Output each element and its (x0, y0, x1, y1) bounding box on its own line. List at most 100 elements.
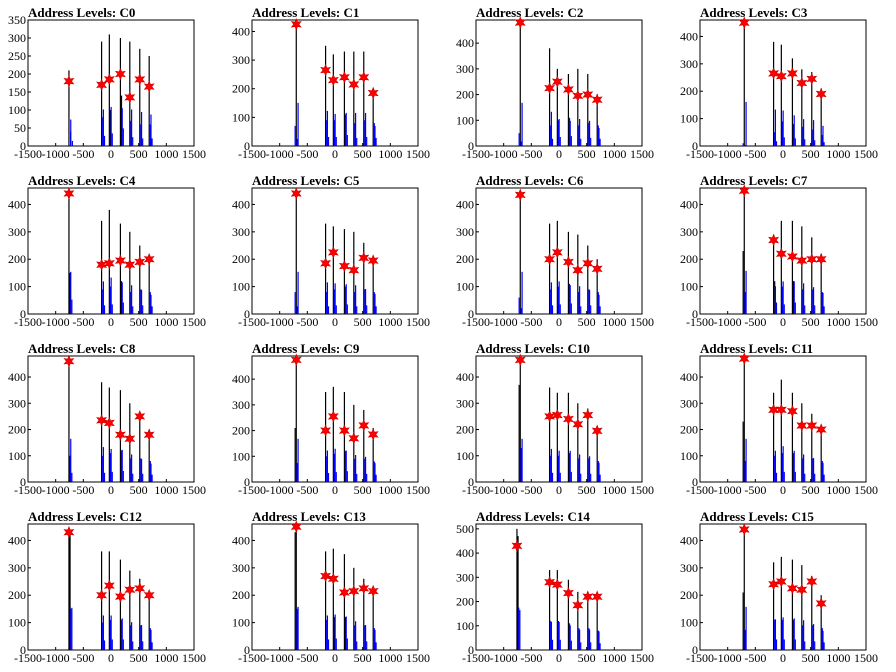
peak-marker (738, 16, 750, 30)
x-tick-label: -1500 (238, 147, 266, 161)
x-tick-label: 500 (802, 483, 820, 497)
x-tick-label: 1500 (182, 315, 206, 329)
x-tick-label: 0 (780, 483, 786, 497)
histogram-bar (374, 293, 376, 314)
histogram-bar (346, 304, 348, 314)
peak-marker (348, 263, 360, 277)
x-tick-label: -1500 (686, 147, 714, 161)
histogram-bar (822, 125, 824, 146)
histogram-bar (775, 302, 778, 314)
histogram-bar (327, 639, 330, 650)
histogram-bar (366, 136, 368, 146)
y-tick-label: 200 (680, 423, 698, 437)
y-tick-label: 100 (8, 449, 26, 463)
histogram-bar (802, 458, 804, 482)
y-tick-label: 100 (456, 449, 474, 463)
histogram-bar (326, 292, 328, 314)
histogram-bar (780, 44, 782, 146)
y-tick-label: 100 (232, 280, 250, 294)
x-tick-label: 1500 (406, 147, 430, 161)
histogram-bar (102, 622, 104, 650)
peak-marker (327, 73, 339, 87)
histogram-bar (580, 138, 582, 146)
histogram-bar (823, 642, 825, 650)
histogram-bar (373, 292, 375, 314)
y-tick-label: 300 (8, 31, 26, 45)
peak-marker (775, 575, 787, 588)
x-tick-label: -1000 (42, 483, 70, 497)
histogram-bar (821, 292, 823, 314)
x-tick-label: -1500 (686, 651, 714, 665)
peak-marker (96, 588, 108, 602)
chart-svg: Address Levels: C14 0 100 200 300 400 500 -1500… (456, 509, 654, 665)
y-tick-label: 300 (456, 396, 474, 410)
x-tick-label: -500 (72, 483, 94, 497)
chart-panel: Address Levels: C0 0 50 100 150 200 250 300 350 -… (0, 0, 224, 168)
histogram-bar (588, 290, 591, 314)
x-tick-label: 1000 (154, 315, 178, 329)
chart-panel: Address Levels: C3 0 100 200 300 400 -1500 -100… (672, 0, 896, 168)
histogram-bar (558, 450, 560, 482)
histogram-bar (743, 190, 745, 314)
peak-marker (562, 586, 574, 600)
peak-marker (768, 67, 780, 80)
histogram-bar (130, 625, 132, 650)
histogram-bar (577, 591, 579, 650)
y-tick-label: 0 (692, 307, 698, 321)
histogram-bar (363, 410, 365, 482)
y-tick-label: 200 (8, 423, 26, 437)
peak-marker (327, 410, 339, 423)
histogram-bar (109, 110, 112, 146)
chart-svg: Address Levels: C1 0 100 200 300 400 -1500 -100… (232, 5, 430, 161)
peak-marker (551, 246, 563, 259)
histogram-bar (131, 109, 133, 146)
histogram-bar (599, 138, 601, 146)
histogram-bar (110, 615, 112, 650)
histogram-bar (588, 456, 591, 482)
histogram-bar (774, 132, 776, 146)
histogram-bar (823, 142, 825, 146)
histogram-bar (151, 138, 153, 146)
histogram-bar (578, 125, 580, 146)
y-tick-label: 300 (456, 225, 474, 239)
histogram-bar (588, 628, 590, 650)
histogram-bar (130, 292, 132, 314)
histogram-bar (151, 474, 153, 482)
peak-marker (320, 63, 332, 77)
histogram-bar (100, 41, 103, 146)
y-tick-label: 200 (456, 423, 474, 437)
histogram-bar (68, 532, 70, 650)
chart-title: Address Levels: C6 (476, 173, 584, 188)
chart-title: Address Levels: C4 (28, 173, 136, 188)
histogram-bar (69, 529, 71, 650)
x-tick-label: 0 (332, 147, 338, 161)
histogram-bar (363, 51, 365, 146)
peak-marker (96, 78, 108, 92)
histogram-bar (345, 284, 347, 314)
histogram-bar (794, 639, 796, 650)
histogram-bar (550, 125, 552, 146)
peak-marker (124, 583, 136, 597)
x-tick-label: 500 (802, 315, 820, 329)
peak-marker (327, 572, 339, 586)
histogram-bar (326, 282, 328, 314)
chart-title: Address Levels: C0 (28, 5, 135, 20)
x-tick-label: 500 (578, 651, 596, 665)
peak-marker (511, 539, 523, 553)
histogram-bar (804, 641, 806, 650)
histogram-bar (599, 474, 601, 482)
histogram-bar (772, 562, 775, 650)
histogram-bar (744, 460, 746, 482)
histogram-bar (774, 281, 776, 314)
chart-title: Address Levels: C11 (700, 341, 813, 356)
histogram-bar (548, 570, 551, 650)
y-tick-label: 400 (232, 197, 250, 211)
histogram-bar (804, 473, 806, 482)
x-tick-label: 0 (556, 315, 562, 329)
y-tick-label: 0 (692, 475, 698, 489)
histogram-bar (587, 591, 589, 650)
histogram-bar (148, 259, 150, 314)
peak-marker (806, 575, 818, 588)
histogram-bar (71, 140, 74, 146)
y-tick-label: 400 (680, 533, 698, 547)
